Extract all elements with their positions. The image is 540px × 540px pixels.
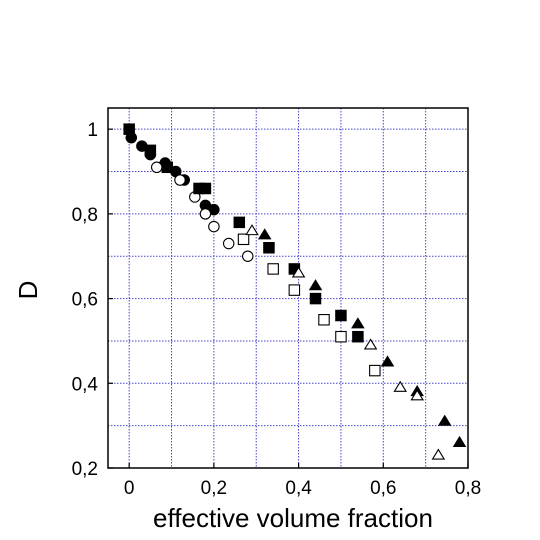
x-tick-label: 0,8 xyxy=(455,478,481,499)
data-point-open-circle xyxy=(208,220,220,233)
data-point-open-square xyxy=(267,263,279,275)
data-point-filled-triangle xyxy=(452,435,467,447)
ticks: 0 0,2 0,4 0,6 0,8 0,2 0,4 0,6 0,8 1 xyxy=(72,120,482,499)
y-tick-label: 0,8 xyxy=(72,205,98,226)
x-tick-label: 0,4 xyxy=(285,478,312,499)
data-point-open-circle xyxy=(150,161,163,174)
data-point-open-square xyxy=(369,364,381,377)
data-point-filled-square xyxy=(199,182,212,195)
data-point-open-triangle xyxy=(393,380,408,392)
data-point-filled-square xyxy=(144,144,157,157)
data-point-open-circle xyxy=(174,174,186,186)
data-point-open-circle xyxy=(222,237,235,250)
data-point-filled-square xyxy=(335,309,347,322)
data-points xyxy=(123,123,467,460)
data-point-filled-square xyxy=(309,292,322,305)
data-point-filled-triangle xyxy=(308,279,323,291)
data-point-open-triangle xyxy=(431,448,446,460)
y-tick-label: 0,4 xyxy=(72,374,99,395)
data-point-open-triangle xyxy=(363,338,378,350)
data-point-filled-triangle xyxy=(380,355,395,367)
data-point-filled-triangle xyxy=(257,228,272,240)
y-tick-label: 0,2 xyxy=(72,459,98,480)
data-point-open-circle xyxy=(199,208,212,220)
data-point-open-square xyxy=(288,284,301,296)
data-point-filled-triangle xyxy=(437,414,452,426)
x-axis-title: effective volume fraction xyxy=(153,503,433,533)
data-point-open-square xyxy=(237,233,250,246)
data-point-filled-square xyxy=(352,330,364,343)
x-tick-label: 0,6 xyxy=(370,478,396,499)
data-point-filled-square xyxy=(233,216,246,229)
data-point-open-square xyxy=(335,330,347,343)
plot-frame xyxy=(107,107,469,469)
data-point-filled-square xyxy=(123,123,135,135)
data-point-open-square xyxy=(318,314,330,326)
data-point-open-triangle xyxy=(291,266,306,278)
x-tick-label: 0 xyxy=(124,478,135,499)
data-point-open-triangle xyxy=(410,389,424,401)
data-point-open-triangle xyxy=(245,224,259,236)
x-tick-label: 0,2 xyxy=(201,478,227,499)
data-point-filled-square xyxy=(263,242,275,254)
y-tick-label: 1 xyxy=(87,120,98,141)
data-point-filled-square xyxy=(161,161,174,174)
data-point-open-circle xyxy=(242,250,254,262)
y-axis-title: D xyxy=(13,281,43,300)
data-point-filled-triangle xyxy=(351,317,365,329)
y-tick-label: 0,6 xyxy=(72,290,98,311)
